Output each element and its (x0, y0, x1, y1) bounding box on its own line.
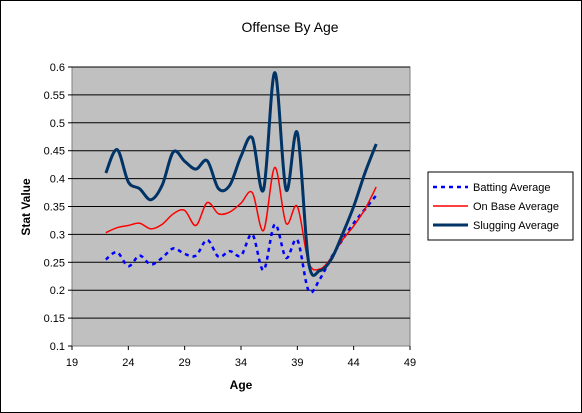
x-tick-label: 24 (122, 357, 134, 369)
x-axis-label: Age (230, 378, 253, 392)
y-tick-label: 0.55 (44, 90, 65, 102)
legend-label: Slugging Average (473, 220, 559, 232)
y-tick-label: 0.15 (44, 313, 65, 325)
chart-title: Offense By Age (241, 19, 338, 35)
legend: Batting Average On Base Average Slugging A… (427, 171, 574, 241)
legend-label: On Base Average (473, 201, 559, 213)
y-tick-label: 0.4 (50, 174, 65, 186)
x-axis-ticks: 19 24 29 34 39 44 49 (66, 346, 416, 369)
legend-label: Batting Average (473, 182, 550, 194)
x-tick-label: 34 (235, 357, 247, 369)
x-tick-label: 44 (348, 357, 360, 369)
y-tick-label: 0.6 (50, 62, 65, 74)
y-tick-label: 0.3 (50, 229, 65, 241)
x-tick-label: 29 (179, 357, 191, 369)
y-axis-label: Stat Value (19, 178, 33, 236)
y-tick-label: 0.25 (44, 257, 65, 269)
x-tick-label: 49 (404, 357, 416, 369)
y-tick-label: 0.5 (50, 118, 65, 130)
y-axis-ticks: 0.1 0.15 0.2 0.25 0.3 0.35 0.4 0.45 0.5 0.55 0.6 (44, 62, 72, 353)
y-tick-label: 0.2 (50, 285, 65, 297)
series-line-slugging-average (104, 71, 378, 277)
x-tick-label: 39 (291, 357, 303, 369)
y-tick-label: 0.35 (44, 202, 65, 214)
x-tick-label: 19 (66, 357, 78, 369)
series-lines (104, 71, 378, 294)
y-tick-label: 0.1 (50, 341, 65, 353)
y-tick-label: 0.45 (44, 146, 65, 158)
